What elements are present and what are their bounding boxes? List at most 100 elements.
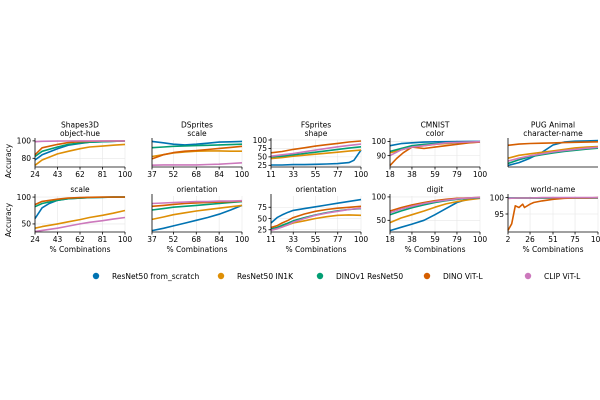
x-tick-label: 51	[548, 235, 558, 244]
series-line-resnet50-in1k	[151, 204, 243, 221]
series-line-resnet50-from-scratch	[271, 149, 362, 166]
series-line-resnet50-in1k	[34, 143, 126, 166]
y-tick-label: 50	[21, 220, 31, 229]
series-line-dino-vit-l	[151, 145, 243, 160]
series-line-resnet50-from-scratch	[151, 140, 243, 146]
y-tick-label: 80	[21, 154, 31, 163]
legend-label: DINO ViT-L	[443, 272, 484, 281]
panel-pug-animal-9: 95 100 2 26 51 75 100 world-name % Combinations	[490, 185, 600, 254]
x-tick-label: 100	[118, 235, 133, 244]
x-tick-label: 33	[288, 235, 298, 244]
x-tick-label: 43	[53, 235, 63, 244]
panel-fsprites-7: 25 50 75 11 33 55 77 100 orientation % Combinatio…	[257, 185, 368, 254]
y-tick-label: 50	[257, 153, 267, 162]
panel-title: color	[426, 129, 445, 138]
x-tick-label: 11	[266, 170, 276, 179]
series-line-clip-vit-l	[34, 140, 125, 143]
x-tick-label: 37	[147, 170, 157, 179]
series-line-resnet50-in1k	[34, 209, 126, 229]
panel-title: DSprites	[181, 121, 213, 130]
panel-title: scale	[70, 185, 90, 194]
x-tick-label: 79	[452, 235, 462, 244]
series-line-dinov1-resnet50	[270, 146, 362, 158]
x-tick-label: 59	[430, 235, 440, 244]
panel-title: scale	[187, 129, 207, 138]
panel-shapes3d-5: 50 100 24 43 62 81 100 scale % Combinations	[17, 185, 133, 254]
y-tick-label: 100	[372, 193, 387, 202]
y-tick-label: 100	[17, 193, 32, 202]
x-tick-label: 24	[30, 235, 40, 244]
x-tick-label: 68	[192, 235, 202, 244]
x-tick-label: 100	[354, 235, 369, 244]
x-tick-label: 100	[235, 235, 250, 244]
panel-title: orientation	[295, 185, 336, 194]
x-tick-label: 100	[354, 170, 369, 179]
y-tick-label: 95	[494, 210, 504, 219]
y-tick-label: 75	[257, 144, 267, 153]
x-tick-label: 18	[385, 170, 395, 179]
legend-marker	[92, 272, 100, 280]
x-tick-label: 55	[311, 235, 321, 244]
x-tick-label: 68	[192, 170, 202, 179]
panel-title: character-name	[523, 129, 583, 138]
x-tick-label: 100	[473, 170, 488, 179]
panel-title: CMNIST	[421, 121, 450, 130]
y-tick-label: 25	[257, 161, 267, 170]
panel-title: PUG Animal	[531, 121, 575, 130]
y-tick-label: 50	[376, 216, 386, 225]
series-line-resnet50-in1k	[389, 197, 481, 224]
legend: ResNet50 from_scratch ResNet50 IN1K DINOv1…	[92, 272, 581, 281]
panel-title: FSprites	[301, 121, 331, 130]
series-line-dino-vit-l	[270, 140, 362, 154]
series-line-clip-vit-l	[507, 146, 599, 162]
series-line-clip-vit-l	[507, 196, 598, 200]
panel-dsprites-6: 37 52 68 84 100 orientation % Combinations	[147, 185, 249, 254]
series-line-clip-vit-l	[34, 216, 126, 233]
x-axis-label: % Combinations	[49, 245, 110, 254]
y-tick-label: 75	[257, 203, 267, 212]
legend-label: DINOv1 ResNet50	[336, 272, 403, 281]
x-tick-label: 81	[98, 235, 108, 244]
x-tick-label: 55	[311, 170, 321, 179]
y-tick-label: 50	[257, 214, 267, 223]
series-line-clip-vit-l	[151, 199, 243, 205]
series-line-clip-vit-l	[389, 140, 481, 157]
series-line-dinov1-resnet50	[507, 147, 599, 165]
x-tick-label: 26	[525, 235, 535, 244]
legend-label: ResNet50 IN1K	[237, 272, 294, 281]
y-axis-label-bottom: Accuracy	[4, 202, 13, 237]
series-line-dino-vit-l	[270, 205, 362, 229]
x-tick-label: 62	[75, 170, 85, 179]
x-tick-label: 59	[430, 170, 440, 179]
panel-title: object-hue	[60, 129, 100, 138]
x-tick-label: 38	[407, 235, 417, 244]
legend-label: ResNet50 from_scratch	[112, 272, 199, 281]
x-tick-label: 100	[591, 235, 600, 244]
series-line-dinov1-resnet50	[151, 200, 243, 211]
y-tick-label: 100	[17, 137, 32, 146]
series-line-resnet50-in1k	[270, 149, 362, 160]
x-tick-label: 24	[30, 170, 40, 179]
series-line-clip-vit-l	[389, 196, 481, 214]
x-tick-label: 100	[473, 235, 488, 244]
x-tick-label: 77	[333, 235, 343, 244]
x-tick-label: 52	[169, 235, 179, 244]
panel-cmnist-8: 50 100 18 38 59 79 100 digit % Combinations	[372, 185, 488, 254]
y-tick-label: 100	[372, 137, 387, 146]
x-tick-label: 33	[288, 170, 298, 179]
y-tick-label: 25	[257, 226, 267, 235]
x-tick-label: 77	[333, 170, 343, 179]
x-tick-label: 100	[118, 170, 133, 179]
legend-label: CLIP ViT-L	[544, 272, 581, 281]
x-tick-label: 75	[570, 235, 580, 244]
x-tick-label: 84	[214, 235, 224, 244]
panel-title: Shapes3D	[61, 121, 99, 130]
y-tick-label: 90	[376, 151, 386, 160]
x-tick-label: 81	[98, 170, 108, 179]
x-tick-label: 11	[266, 235, 276, 244]
